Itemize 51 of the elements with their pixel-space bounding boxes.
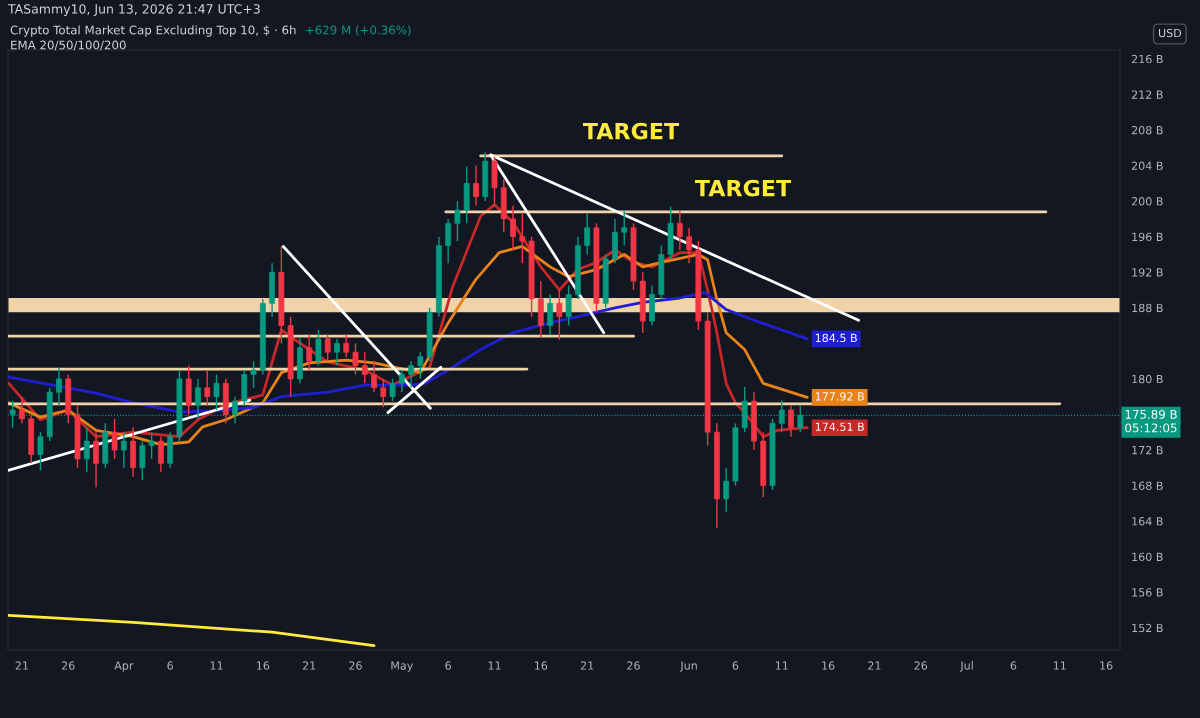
y-tick-label: 192 B xyxy=(1132,268,1163,277)
y-tick-label: 196 B xyxy=(1132,232,1163,242)
x-tick-label: 26 xyxy=(349,661,362,670)
y-tick-label: 152 B xyxy=(1132,623,1163,633)
y-tick-label: 164 B xyxy=(1132,517,1163,526)
ref-line-label: 175.89 B xyxy=(1125,409,1177,419)
chart-subtitle: EMA 20/50/100/200 xyxy=(11,40,126,51)
y-tick-label: 160 B xyxy=(1132,552,1163,562)
x-tick-label: 6 xyxy=(167,661,173,670)
x-tick-label: 16 xyxy=(1100,661,1113,670)
x-tick-label: 11 xyxy=(488,661,501,670)
annotation: TARGET xyxy=(582,122,680,140)
x-tick-label: 6 xyxy=(1010,661,1017,670)
x-tick-label: 11 xyxy=(210,661,223,670)
x-tick-label: May xyxy=(391,661,413,672)
x-tick-label: 21 xyxy=(15,661,28,670)
text: USD xyxy=(1158,28,1182,38)
x-tick-label: 21 xyxy=(580,661,594,670)
x-tick-label: Jul xyxy=(959,661,973,672)
x-tick-label: 16 xyxy=(534,661,548,670)
text: +629 M (+0.36%) xyxy=(306,25,411,36)
x-tick-label: 21 xyxy=(868,661,881,670)
x-tick-label: 11 xyxy=(1053,661,1066,670)
x-tick-label: Jun xyxy=(679,661,697,672)
x-tick-label: 16 xyxy=(256,661,270,670)
annotation: TARGET xyxy=(694,179,792,197)
text: 05:12:05 xyxy=(1125,423,1177,433)
x-tick-label: 26 xyxy=(627,661,640,670)
x-tick-label: 21 xyxy=(302,661,316,670)
y-tick-label: 172 B xyxy=(1132,445,1163,455)
x-tick-label: 6 xyxy=(445,661,451,670)
y-tick-label: 168 B xyxy=(1132,481,1163,490)
data-label: 184.5 B xyxy=(815,333,857,343)
x-tick-label: 26 xyxy=(61,661,75,670)
data-label: 174.51 B xyxy=(815,422,864,431)
text: TASammy10, Jun 13, 2026 21:47 UTC+3 xyxy=(7,4,260,17)
x-tick-label: 16 xyxy=(822,661,835,670)
y-tick-label: 204 B xyxy=(1131,161,1163,170)
y-tick-label: 208 B xyxy=(1131,125,1163,135)
data-label: 177.92 B xyxy=(815,392,864,401)
x-tick-label: 26 xyxy=(914,661,928,670)
y-tick-label: 216 B xyxy=(1131,54,1163,64)
y-tick-label: 180 B xyxy=(1132,374,1163,384)
y-tick-label: 212 B xyxy=(1131,90,1163,99)
y-tick-label: 156 B xyxy=(1132,588,1163,597)
y-tick-label: 200 B xyxy=(1131,197,1163,206)
y-tick-label: 188 B xyxy=(1132,303,1163,313)
x-tick-label: 11 xyxy=(775,661,788,670)
chart-title: Crypto Total Market Cap Excluding Top 10, $ · 6h xyxy=(10,25,296,37)
x-tick-label: Apr xyxy=(114,661,134,672)
x-tick-label: 6 xyxy=(732,661,739,670)
